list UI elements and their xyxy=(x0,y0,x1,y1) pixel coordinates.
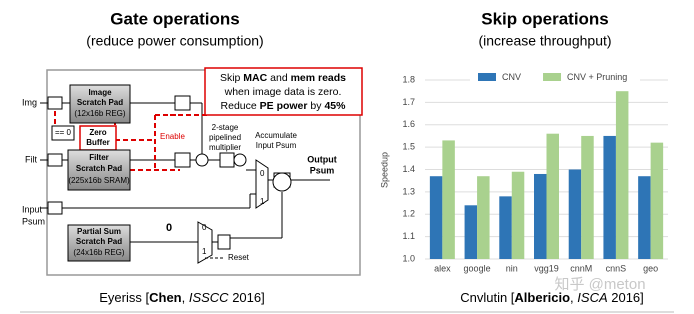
block-label: (225x16b SRAM) xyxy=(68,176,130,185)
zero-buffer: Zero xyxy=(89,128,106,137)
block-label: Image xyxy=(88,88,112,97)
zero-buffer-box xyxy=(79,125,117,151)
block-label: (12x16b REG) xyxy=(74,109,125,118)
mux-label: 0 xyxy=(202,223,207,232)
y-axis-label: Speedup xyxy=(379,152,389,188)
legend-label: CNV xyxy=(502,72,521,82)
mux-label: 0 xyxy=(260,169,265,178)
input-label: Img xyxy=(22,97,37,107)
callout-line: Skip MAC and mem reads xyxy=(220,72,346,84)
chart-caption: Cnvlutin [Albericio, ISCA 2016] xyxy=(460,290,644,305)
multiplier-label: 2-stage xyxy=(212,123,239,132)
callout-line: Reduce PE power by 45% xyxy=(221,100,347,112)
image-scratch-pad xyxy=(69,84,131,124)
bar xyxy=(534,173,547,259)
x-tick-label: vgg19 xyxy=(534,263,559,273)
y-tick-label: 1.5 xyxy=(402,142,415,152)
accumulate-label: Input Psum xyxy=(256,141,297,150)
x-tick-label: google xyxy=(464,263,491,273)
legend-swatch xyxy=(543,73,562,81)
x-tick-label: alex xyxy=(434,263,451,273)
left-caption: Eyeriss [Chen, ISSCC 2016] xyxy=(99,290,264,305)
legend-swatch xyxy=(478,73,496,81)
eq-zero-box xyxy=(51,125,75,141)
block-label: Filter xyxy=(89,153,109,162)
x-tick-label: nin xyxy=(506,263,518,273)
bar xyxy=(638,176,651,259)
bar xyxy=(615,91,629,259)
registers xyxy=(47,95,292,264)
const-zero: 0 xyxy=(166,222,172,234)
bar xyxy=(581,135,594,259)
bar xyxy=(477,176,490,259)
block-label: Scratch Pad xyxy=(76,237,122,246)
filter-scratch-pad xyxy=(67,149,131,191)
block-label: Partial Sum xyxy=(77,227,121,236)
y-tick-label: 1.6 xyxy=(402,119,415,129)
eq-zero: == 0 xyxy=(55,128,72,137)
block-label: Scratch Pad xyxy=(76,164,122,173)
block-label: Scratch Pad xyxy=(77,98,123,107)
output-label: Output xyxy=(307,154,337,164)
multiplier-label: multiplier xyxy=(209,143,241,152)
x-tick-label: cnnM xyxy=(570,263,592,273)
chart-subtitle: (increase throughput) xyxy=(478,33,611,49)
enable: Enable xyxy=(160,132,185,141)
chart-title: Skip operations xyxy=(481,9,609,28)
y-tick-label: 1.7 xyxy=(402,97,415,107)
bar xyxy=(511,171,525,259)
y-tick-label: 1.4 xyxy=(402,164,415,174)
left-subtitle: (reduce power consumption) xyxy=(86,33,263,49)
bar xyxy=(650,142,664,259)
x-tick-label: cnnS xyxy=(606,263,627,273)
x-tick-label: geo xyxy=(643,263,658,273)
legend-label: CNV + Pruning xyxy=(567,72,627,82)
zero-buffer: Buffer xyxy=(86,138,110,147)
y-tick-label: 1.1 xyxy=(402,231,415,241)
input-label: Psum xyxy=(22,216,45,226)
bar xyxy=(464,205,478,259)
mux-label: 1 xyxy=(260,197,265,206)
bar xyxy=(429,176,443,259)
input-label: Filt xyxy=(25,154,37,164)
y-tick-label: 1.3 xyxy=(402,186,415,196)
watermark: 知乎 @meton xyxy=(554,276,645,293)
bar xyxy=(546,133,559,259)
bar xyxy=(499,196,512,259)
psum-scratch-pad xyxy=(67,224,131,262)
block-label: (24x16b REG) xyxy=(73,248,124,257)
y-tick-label: 1.2 xyxy=(402,209,415,219)
y-tick-label: 1.0 xyxy=(402,253,415,263)
input-label: Input xyxy=(22,204,43,214)
bar xyxy=(442,140,455,259)
callout-line: when image data is zero. xyxy=(224,86,342,98)
y-tick-label: 1.8 xyxy=(402,74,415,84)
bar xyxy=(568,169,582,259)
output-label: Psum xyxy=(310,165,335,175)
left-title: Gate operations xyxy=(110,9,239,28)
bar xyxy=(603,135,616,259)
mux-label: 1 xyxy=(202,247,207,256)
reset-label: Reset xyxy=(228,253,250,262)
callout-box xyxy=(204,67,363,116)
multiplier-label: pipelined xyxy=(209,133,241,142)
accumulate-label: Accumulate xyxy=(255,131,297,140)
